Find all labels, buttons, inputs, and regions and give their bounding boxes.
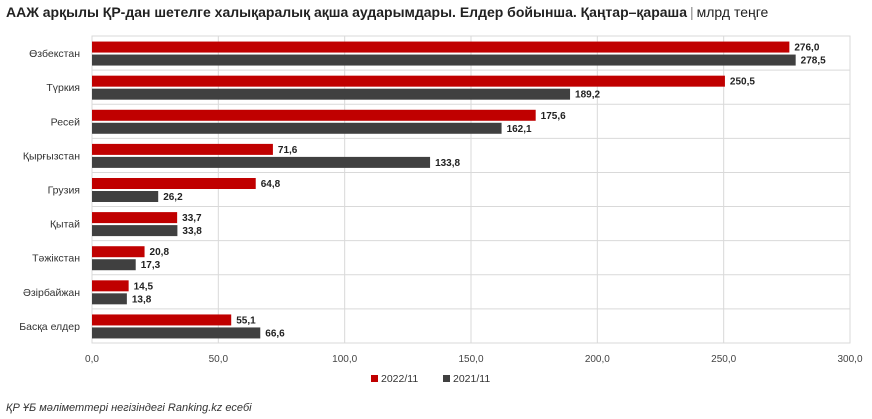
x-tick-label: 50,0 xyxy=(209,354,229,365)
category-label: Қытай xyxy=(50,219,80,231)
chart-title: ААЖ арқылы ҚР-дан шетелге халықаралық ақ… xyxy=(6,4,687,20)
bar-2022-11 xyxy=(92,143,273,155)
value-label: 278,5 xyxy=(801,56,826,67)
bar-2022-11 xyxy=(92,314,232,326)
value-label: 20,8 xyxy=(150,247,170,258)
value-label: 250,5 xyxy=(730,77,755,88)
bar-2022-11 xyxy=(92,41,790,53)
value-label: 276,0 xyxy=(794,43,819,54)
chart-unit: млрд теңге xyxy=(696,4,769,20)
value-label: 26,2 xyxy=(163,192,183,203)
bar-2021-11 xyxy=(92,88,571,100)
category-label: Тәжікстан xyxy=(32,253,80,265)
value-label: 17,3 xyxy=(141,260,161,271)
bar-2021-11 xyxy=(92,259,136,271)
bar-2022-11 xyxy=(92,109,536,121)
bar-2022-11 xyxy=(92,280,129,292)
bar-2022-11 xyxy=(92,246,145,258)
x-tick-label: 0,0 xyxy=(85,354,99,365)
category-label: Басқа елдер xyxy=(19,321,80,333)
value-label: 162,1 xyxy=(507,124,532,135)
bar-2022-11 xyxy=(92,75,725,87)
bar-2021-11 xyxy=(92,327,261,339)
value-label: 189,2 xyxy=(575,90,600,101)
category-label: Түркия xyxy=(46,82,80,94)
value-label: 64,8 xyxy=(261,179,281,190)
bar-2021-11 xyxy=(92,54,796,66)
x-tick-label: 200,0 xyxy=(585,354,610,365)
value-label: 66,6 xyxy=(265,328,285,339)
category-label: Әзірбайжан xyxy=(23,287,80,299)
value-label: 175,6 xyxy=(541,111,566,122)
value-label: 14,5 xyxy=(134,281,154,292)
value-label: 33,7 xyxy=(182,213,202,224)
value-label: 55,1 xyxy=(236,315,256,326)
value-label: 13,8 xyxy=(132,294,152,305)
legend-label: 2022/11 xyxy=(381,373,418,385)
legend-label: 2021/11 xyxy=(453,373,490,385)
bar-2021-11 xyxy=(92,191,159,202)
bar-2021-11 xyxy=(92,225,178,237)
value-label: 133,8 xyxy=(435,158,460,169)
x-tick-label: 100,0 xyxy=(332,354,357,365)
category-label: Ресей xyxy=(51,116,80,128)
bar-2021-11 xyxy=(92,156,431,168)
legend-swatch xyxy=(443,375,450,382)
category-label: Өзбекстан xyxy=(29,48,80,60)
category-label: Қырғызстан xyxy=(23,150,80,162)
legend-swatch xyxy=(371,375,378,382)
x-tick-label: 150,0 xyxy=(458,354,483,365)
source-note: ҚР ҰБ мәліметтері негізіндегі Ranking.kz… xyxy=(6,402,252,414)
category-label: Грузия xyxy=(48,185,80,197)
x-tick-label: 250,0 xyxy=(711,354,736,365)
bar-2022-11 xyxy=(92,212,178,224)
bar-2021-11 xyxy=(92,293,127,305)
value-label: 33,8 xyxy=(182,226,202,237)
value-label: 71,6 xyxy=(278,145,298,156)
x-tick-label: 300,0 xyxy=(837,354,862,365)
chart-title-row: ААЖ арқылы ҚР-дан шетелге халықаралық ақ… xyxy=(6,4,768,22)
title-separator: | xyxy=(690,4,694,20)
bar-2021-11 xyxy=(92,122,502,134)
bar-2022-11 xyxy=(92,178,256,189)
